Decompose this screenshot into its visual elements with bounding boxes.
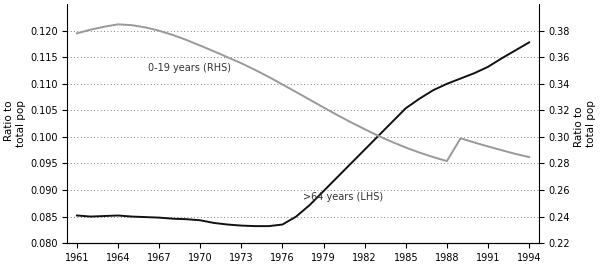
- Y-axis label: Ratio to
total pop: Ratio to total pop: [4, 100, 26, 147]
- Y-axis label: Ratio to
total pop: Ratio to total pop: [574, 100, 596, 147]
- Text: 0-19 years (RHS): 0-19 years (RHS): [148, 62, 231, 73]
- Text: >64 years (LHS): >64 years (LHS): [303, 191, 383, 202]
